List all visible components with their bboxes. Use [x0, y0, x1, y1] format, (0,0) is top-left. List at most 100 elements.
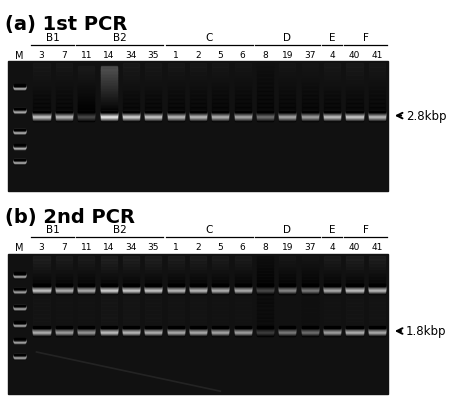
Bar — [369, 293, 385, 294]
Bar — [369, 333, 385, 334]
Bar — [34, 117, 49, 118]
Bar — [257, 299, 273, 303]
Bar — [14, 133, 25, 134]
Bar — [235, 76, 251, 80]
Bar — [168, 292, 184, 293]
Bar — [34, 280, 49, 284]
Bar — [324, 64, 340, 68]
Bar — [123, 88, 139, 92]
Bar — [34, 310, 49, 314]
Bar — [14, 130, 25, 131]
Bar — [56, 76, 72, 80]
Bar — [14, 342, 25, 343]
Bar — [101, 115, 116, 117]
Bar — [14, 342, 25, 343]
Bar — [34, 117, 49, 119]
Bar — [14, 357, 25, 358]
Bar — [123, 114, 139, 115]
Bar — [369, 330, 385, 331]
Bar — [168, 329, 184, 330]
Bar — [190, 291, 206, 292]
Bar — [78, 117, 94, 118]
Bar — [279, 111, 295, 112]
Bar — [168, 290, 184, 292]
Bar — [56, 292, 72, 293]
Bar — [168, 113, 184, 114]
Bar — [101, 328, 116, 330]
Bar — [324, 286, 340, 288]
Bar — [168, 118, 184, 119]
Bar — [14, 273, 25, 274]
Bar — [369, 112, 385, 113]
Bar — [145, 84, 161, 88]
Bar — [145, 280, 161, 284]
Bar — [78, 285, 94, 286]
Bar — [123, 290, 139, 292]
Bar — [369, 306, 385, 310]
Bar — [190, 326, 206, 328]
Bar — [168, 283, 184, 287]
Bar — [34, 330, 49, 331]
Bar — [257, 268, 273, 272]
Bar — [101, 291, 116, 292]
Bar — [78, 292, 94, 294]
Bar — [257, 285, 273, 286]
Bar — [279, 115, 295, 116]
Bar — [34, 325, 49, 329]
Bar — [34, 113, 49, 115]
Bar — [235, 332, 251, 333]
Bar — [212, 274, 228, 278]
Bar — [324, 290, 340, 291]
Bar — [346, 116, 363, 117]
Bar — [324, 330, 340, 331]
Bar — [78, 289, 94, 290]
Bar — [369, 118, 385, 119]
Bar — [123, 119, 139, 120]
Bar — [212, 116, 228, 117]
Bar — [168, 295, 184, 299]
Bar — [346, 263, 363, 266]
Bar — [302, 334, 318, 335]
Bar — [101, 116, 116, 117]
Bar — [212, 328, 228, 330]
Bar — [346, 289, 363, 290]
Bar — [279, 113, 295, 114]
Bar — [212, 334, 228, 335]
Bar — [279, 104, 295, 108]
Bar — [101, 66, 116, 70]
Bar — [34, 328, 49, 329]
Bar — [123, 104, 139, 108]
Bar — [101, 110, 116, 114]
Bar — [257, 115, 273, 117]
Bar — [369, 292, 385, 293]
Bar — [235, 280, 251, 284]
Bar — [302, 327, 318, 328]
Text: (a) 1st PCR: (a) 1st PCR — [5, 15, 127, 34]
Bar — [14, 159, 25, 160]
Bar — [101, 76, 116, 80]
Bar — [212, 290, 228, 292]
Bar — [78, 333, 94, 334]
Bar — [78, 331, 94, 332]
Bar — [346, 292, 363, 294]
Bar — [324, 283, 340, 287]
Bar — [34, 120, 49, 121]
Bar — [34, 327, 49, 328]
Bar — [14, 324, 25, 325]
Bar — [78, 257, 94, 261]
Bar — [212, 292, 228, 293]
Bar — [279, 72, 295, 76]
Bar — [101, 325, 116, 329]
Text: 37: 37 — [304, 243, 315, 252]
Bar — [346, 334, 363, 335]
Bar — [324, 328, 340, 329]
Bar — [257, 330, 273, 331]
Bar — [279, 333, 295, 334]
Bar — [56, 288, 72, 290]
Bar — [235, 259, 251, 263]
Bar — [101, 73, 116, 77]
Bar — [235, 286, 251, 287]
Bar — [123, 314, 139, 318]
Bar — [123, 334, 139, 335]
Bar — [279, 332, 295, 333]
